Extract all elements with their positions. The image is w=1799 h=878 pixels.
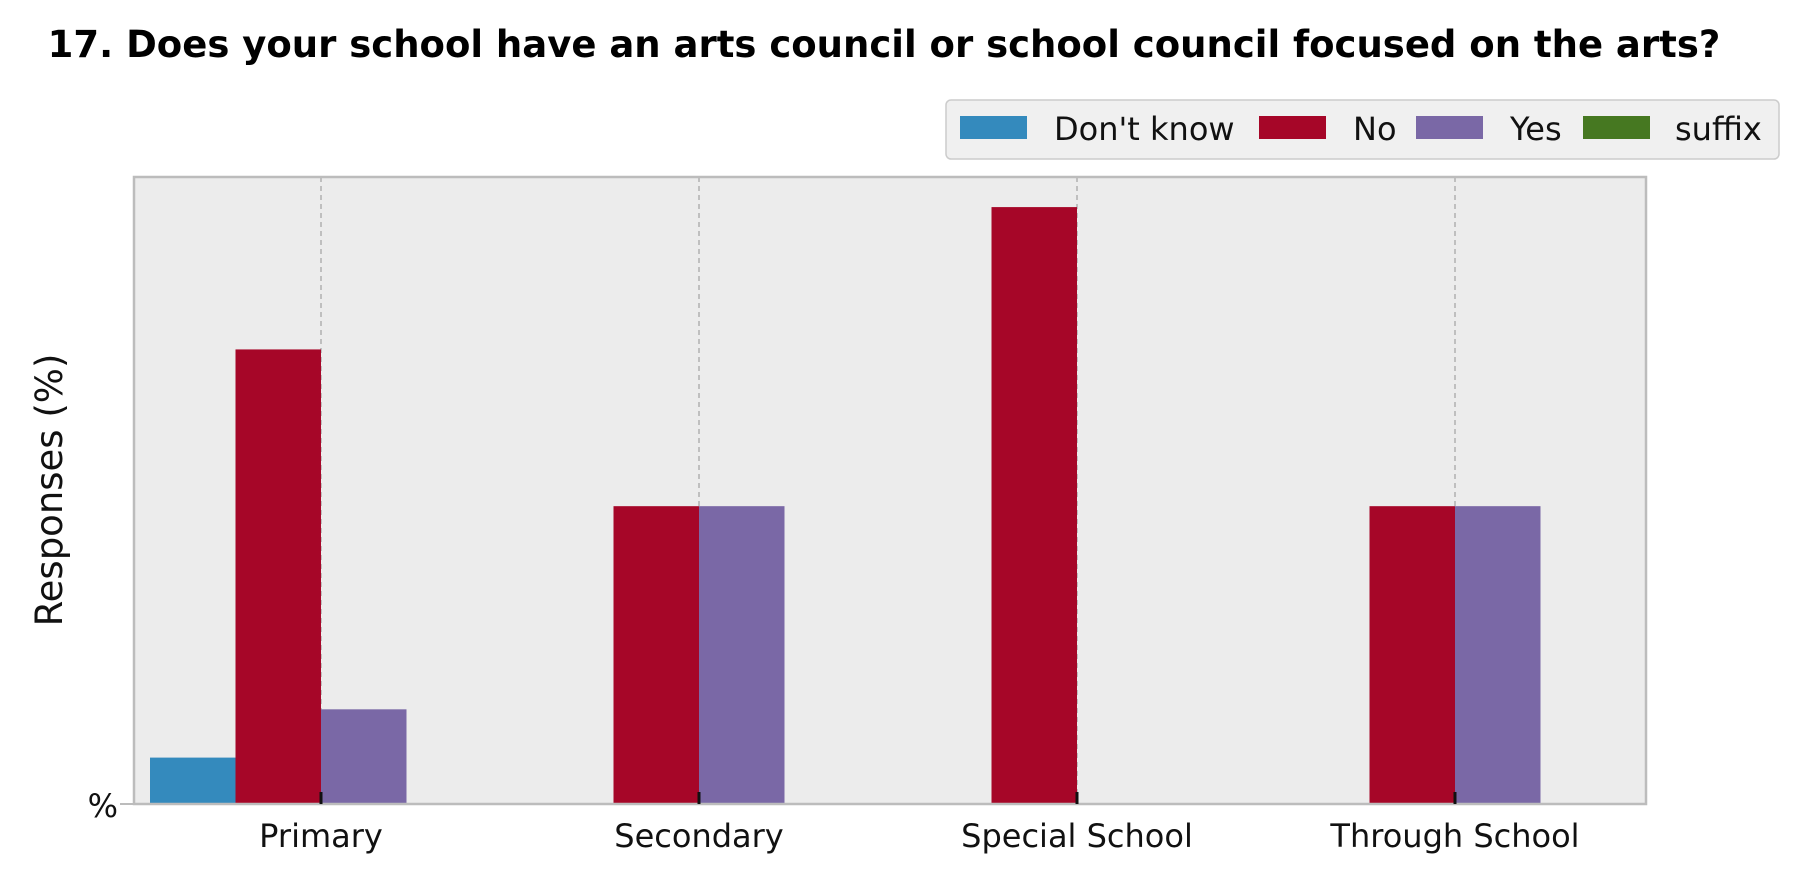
x-tick-label-secondary: Secondary (614, 817, 783, 855)
y-tick-label: % (88, 787, 118, 825)
legend-box (945, 99, 1780, 160)
legend-swatch-don-t-know (960, 116, 1027, 139)
legend-label-suffix: suffix (1675, 110, 1762, 148)
legend-swatch-no (1259, 116, 1326, 139)
legend: Don't know No Yes suffix (945, 99, 1780, 160)
legend-label-no: No (1353, 110, 1397, 148)
legend-swatch-suffix (1583, 116, 1650, 139)
bar-no-special-school (991, 207, 1077, 804)
bar-no-primary (235, 349, 321, 804)
bar-yes-secondary (699, 506, 785, 804)
bar-no-secondary (613, 506, 699, 804)
legend-swatch-yes (1416, 116, 1483, 139)
legend-label-don-t-know: Don't know (1054, 110, 1235, 148)
plot-frame (132, 175, 1648, 806)
plot-area: Primary Secondary Special School Through Sc… (88, 175, 1648, 855)
series-don-t-know (150, 757, 236, 804)
bar-yes-primary (321, 709, 407, 804)
series-yes (321, 506, 1541, 804)
legend-label-yes: Yes (1509, 110, 1562, 148)
chart-title: 17. Does your school have an arts counci… (48, 23, 1721, 66)
x-tick-label-through-school: Through School (1329, 817, 1579, 855)
y-axis-label: Responses (%) (28, 354, 71, 627)
x-tick-label-primary: Primary (259, 817, 383, 855)
x-tick-label-special-school: Special School (961, 817, 1193, 855)
bar-yes-through-school (1455, 506, 1541, 804)
series-no (235, 207, 1455, 804)
bar-don-t-know-primary (150, 757, 236, 804)
bar-no-through-school (1369, 506, 1455, 804)
